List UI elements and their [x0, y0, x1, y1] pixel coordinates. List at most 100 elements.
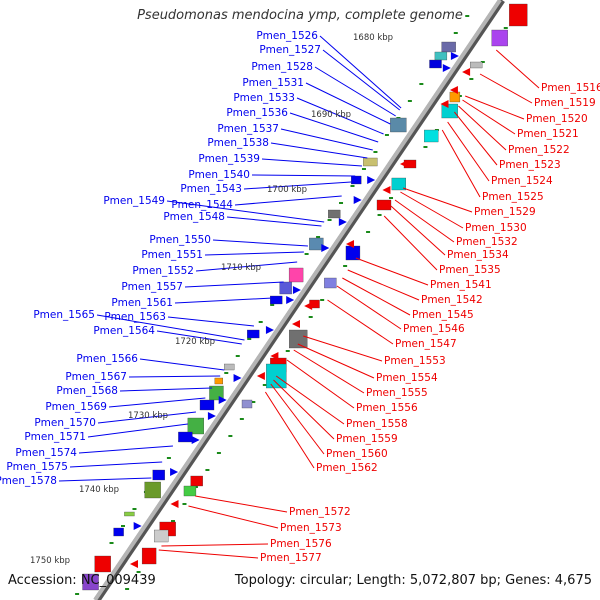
gene-label-right[interactable]: Pmen_1535 [439, 264, 501, 276]
gene-block-forward [328, 209, 341, 219]
gene-label-right[interactable]: Pmen_1553 [384, 355, 446, 367]
tick-left [270, 304, 275, 306]
gene-label-right[interactable]: Pmen_1556 [356, 402, 418, 414]
gene-block-reverse [509, 3, 528, 27]
gene-label-right[interactable]: Pmen_1532 [456, 236, 518, 248]
gene-block-reverse [289, 329, 308, 349]
gene-block-reverse [345, 245, 361, 261]
gene-block-forward [124, 511, 135, 517]
gene-label-right[interactable]: Pmen_1522 [508, 144, 570, 156]
gene-block-reverse [391, 177, 407, 191]
gene-arrow-reverse [462, 68, 471, 76]
gene-arrow-forward [265, 326, 274, 334]
gene-label-left[interactable]: Pmen_1566 [76, 353, 138, 365]
gene-label-left[interactable]: Pmen_1533 [233, 92, 295, 104]
gene-label-right[interactable]: Pmen_1541 [430, 279, 492, 291]
gene-label-right[interactable]: Pmen_1577 [260, 552, 322, 564]
gene-label-left[interactable]: Pmen_1552 [132, 265, 194, 277]
gene-label-left[interactable]: Pmen_1561 [111, 297, 173, 309]
kbp-label: 1690 kbp [311, 110, 351, 120]
gene-label-left[interactable]: Pmen_1548 [163, 211, 225, 223]
gene-label-left[interactable]: Pmen_1578 [0, 475, 57, 487]
gene-label-right[interactable]: Pmen_1546 [403, 323, 465, 335]
gene-label-left[interactable]: Pmen_1537 [217, 123, 279, 135]
tick-right [136, 571, 141, 573]
gene-label-right[interactable]: Pmen_1523 [499, 159, 561, 171]
gene-label-right[interactable]: Pmen_1519 [534, 97, 596, 109]
gene-label-left[interactable]: Pmen_1531 [242, 77, 304, 89]
leader-line-left [280, 128, 373, 151]
gene-label-right[interactable]: Pmen_1555 [366, 387, 428, 399]
leader-line-right [303, 335, 383, 362]
tick-right [377, 214, 382, 216]
gene-label-left[interactable]: Pmen_1528 [251, 61, 313, 73]
gene-label-right[interactable]: Pmen_1520 [526, 113, 588, 125]
gene-label-right[interactable]: Pmen_1542 [421, 294, 483, 306]
gene-label-right[interactable]: Pmen_1572 [289, 506, 351, 518]
gene-label-right[interactable]: Pmen_1558 [346, 418, 408, 430]
tick-right [503, 27, 508, 29]
gene-label-right[interactable]: Pmen_1524 [491, 175, 553, 187]
kbp-labels: 1680 kbp 1690 kbp 1700 kbp 1710 kbp 1720 kbp… [30, 33, 393, 566]
tick-left [224, 372, 229, 374]
gene-label-right[interactable]: Pmen_1521 [517, 128, 579, 140]
gene-label-left[interactable]: Pmen_1563 [104, 311, 166, 323]
gene-label-left[interactable]: Pmen_1567 [65, 371, 127, 383]
gene-label-left[interactable]: Pmen_1536 [226, 107, 288, 119]
tick-left [407, 100, 412, 102]
tick-right [262, 384, 267, 386]
kbp-label: 1750 kbp [30, 556, 70, 566]
gene-label-right[interactable]: Pmen_1534 [447, 249, 509, 261]
gene-label-left[interactable]: Pmen_1564 [93, 325, 155, 337]
gene-arrow-reverse [382, 186, 391, 194]
gene-block-forward [390, 117, 407, 133]
gene-label-right[interactable]: Pmen_1516 [541, 82, 600, 94]
gene-label-right[interactable]: Pmen_1529 [474, 206, 536, 218]
gene-label-left[interactable]: Pmen_1540 [188, 169, 250, 181]
tick-right [251, 401, 256, 403]
gene-label-right[interactable]: Pmen_1576 [270, 538, 332, 550]
gene-label-right[interactable]: Pmen_1545 [412, 309, 474, 321]
tick-left [373, 151, 378, 153]
tick-right [308, 316, 313, 318]
gene-arrow-reverse [440, 100, 449, 108]
leader-line-left [212, 239, 308, 247]
gene-block-forward [288, 267, 304, 283]
gene-label-right[interactable]: Pmen_1530 [465, 222, 527, 234]
gene-label-left[interactable]: Pmen_1571 [24, 431, 86, 443]
gene-label-right[interactable]: Pmen_1547 [395, 338, 457, 350]
tick-right [469, 78, 474, 80]
gene-label-left[interactable]: Pmen_1551 [141, 249, 203, 261]
gene-label-left[interactable]: Pmen_1527 [259, 44, 321, 56]
gene-arrow-forward [292, 286, 301, 294]
gene-label-left[interactable]: Pmen_1575 [6, 461, 68, 473]
gene-label-left[interactable]: Pmen_1574 [15, 447, 77, 459]
gene-label-left[interactable]: Pmen_1526 [256, 30, 318, 42]
gene-label-right[interactable]: Pmen_1562 [316, 462, 378, 474]
leader-line-left [58, 477, 152, 482]
gene-label-left[interactable]: Pmen_1570 [34, 417, 96, 429]
tick-right [239, 418, 244, 420]
gene-label-left[interactable]: Pmen_1549 [103, 195, 165, 207]
gene-label-right[interactable]: Pmen_1560 [326, 448, 388, 460]
gene-label-left[interactable]: Pmen_1539 [198, 153, 260, 165]
gene-label-right[interactable]: Pmen_1525 [482, 191, 544, 203]
gene-label-right[interactable]: Pmen_1573 [280, 522, 342, 534]
gene-label-left[interactable]: Pmen_1569 [45, 401, 107, 413]
accession-text: Accession: NC_009439 [8, 573, 156, 588]
leader-line-left [184, 281, 284, 288]
gene-label-left[interactable]: Pmen_1565 [33, 309, 95, 321]
gene-label-left[interactable]: Pmen_1538 [207, 137, 269, 149]
gene-label-left[interactable]: Pmen_1543 [180, 183, 242, 195]
gene-label-left[interactable]: Pmen_1550 [149, 234, 211, 246]
gene-label-left[interactable]: Pmen_1568 [56, 385, 118, 397]
gene-label-left[interactable]: Pmen_1544 [171, 199, 233, 211]
gene-label-right[interactable]: Pmen_1559 [336, 433, 398, 445]
gene-features [82, 3, 528, 591]
gene-arrow-reverse [400, 160, 408, 168]
leader-line-right [336, 285, 402, 330]
tick-left [465, 15, 470, 17]
gene-label-left[interactable]: Pmen_1557 [121, 281, 183, 293]
gene-label-right[interactable]: Pmen_1554 [376, 372, 438, 384]
